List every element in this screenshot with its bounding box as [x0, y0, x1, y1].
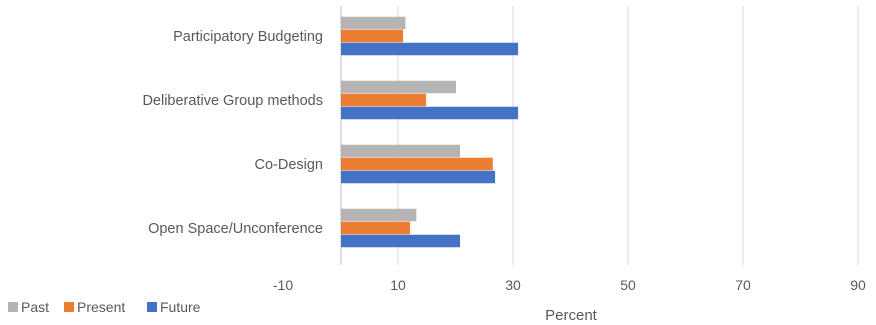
- bar-future-4: [341, 234, 461, 248]
- x-axis-title: Percent: [545, 307, 598, 324]
- bar-future-2: [341, 106, 519, 120]
- x-tick-label: 10: [390, 277, 406, 293]
- category-label: Participatory Budgeting: [173, 29, 323, 45]
- category-label: Deliberative Group methods: [142, 93, 323, 109]
- x-tick-label: 70: [735, 277, 751, 293]
- legend-label-future: Future: [160, 299, 201, 315]
- legend-swatch-past: [8, 302, 18, 312]
- legend: Past Present Future: [8, 299, 201, 315]
- bar-present-2: [341, 93, 427, 107]
- category-label: Co-Design: [255, 157, 324, 173]
- bar-present-1: [341, 29, 404, 43]
- x-tick-label: 30: [505, 277, 521, 293]
- bar-past-1: [341, 16, 406, 30]
- legend-label-past: Past: [21, 299, 49, 315]
- bar-past-3: [341, 144, 461, 158]
- bar-present-4: [341, 221, 410, 235]
- x-tick-label: 50: [620, 277, 636, 293]
- bar-past-4: [341, 208, 417, 222]
- bars: [341, 16, 519, 248]
- x-tick-label: 90: [850, 277, 866, 293]
- x-tick-labels: -10 10 30 50 70 90: [273, 277, 866, 293]
- bar-future-3: [341, 170, 496, 184]
- legend-swatch-future: [147, 302, 157, 312]
- bar-future-1: [341, 42, 519, 56]
- category-labels: Participatory Budgeting Deliberative Grou…: [142, 29, 323, 237]
- bar-present-3: [341, 157, 493, 171]
- x-tick-label: -10: [273, 277, 293, 293]
- bar-past-2: [341, 80, 456, 94]
- legend-label-present: Present: [77, 299, 125, 315]
- category-label: Open Space/Unconference: [148, 221, 323, 237]
- legend-swatch-present: [64, 302, 74, 312]
